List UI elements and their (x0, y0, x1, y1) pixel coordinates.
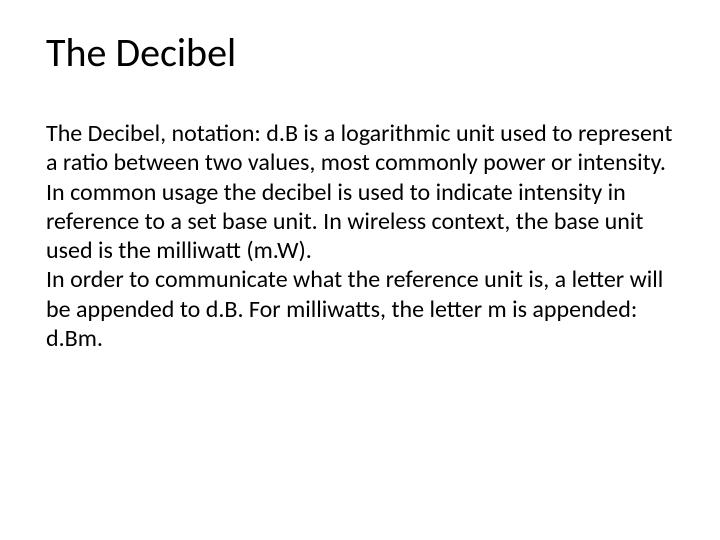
slide-title: The Decibel (46, 28, 674, 77)
slide-body-text: The Decibel, notation: d.B is a logarith… (46, 119, 674, 353)
